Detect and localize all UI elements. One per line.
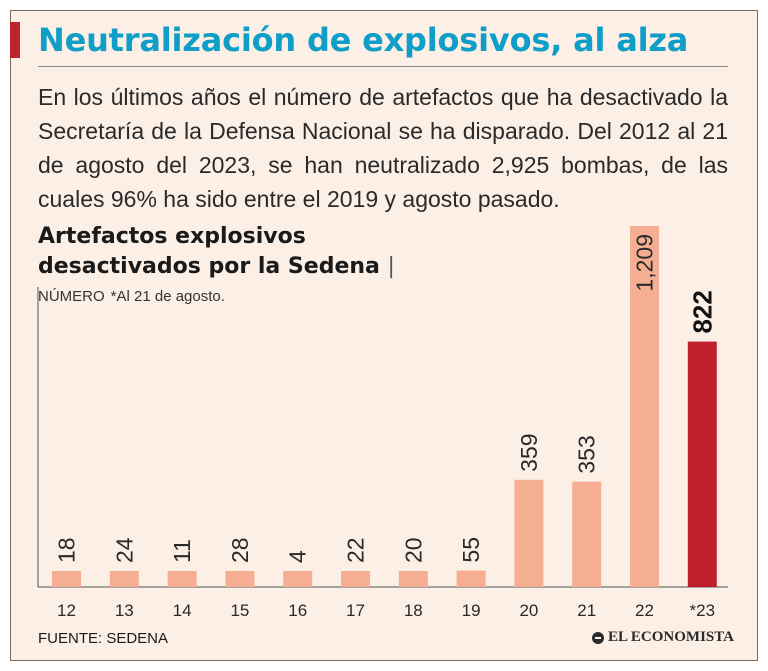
x-tick-13: 13 (115, 601, 134, 620)
bar-21 (572, 481, 602, 587)
description-text: En los últimos años el número de artefac… (38, 84, 728, 212)
bar-19 (456, 570, 486, 587)
data-label-*23: 822 (687, 290, 717, 333)
brand-icon (592, 631, 604, 644)
x-tick-16: 16 (288, 601, 307, 620)
x-tick-*23: *23 (690, 601, 716, 620)
chart-title: Artefactos explosivos desactivados por la… (38, 222, 395, 282)
bar-12 (52, 571, 81, 587)
bar-15 (225, 571, 255, 587)
chart-unit: NÚMERO (38, 288, 105, 305)
data-label-19: 55 (458, 537, 484, 563)
x-tick-17: 17 (346, 601, 365, 620)
chart-title-line1: Artefactos explosivos (38, 224, 306, 249)
x-tick-18: 18 (404, 601, 423, 620)
bar-14 (167, 571, 197, 587)
brand-logo: EL ECONOMISTA (592, 629, 734, 646)
bar-16 (283, 571, 313, 587)
bar-*23 (687, 341, 717, 587)
chart-subtitle: NÚMERO *Al 21 de agosto. (38, 288, 225, 305)
title-divider (38, 66, 728, 67)
x-tick-14: 14 (173, 601, 192, 620)
data-label-21: 353 (574, 435, 600, 473)
data-label-12: 18 (54, 537, 80, 563)
chart-title-line2: desactivados por la Sedena (38, 254, 380, 279)
bar-18 (398, 571, 428, 587)
x-tick-22: 22 (635, 601, 654, 620)
x-tick-21: 21 (577, 601, 596, 620)
chart-title-separator: | (387, 254, 395, 279)
data-label-20: 359 (516, 433, 542, 471)
bar-22 (630, 226, 659, 587)
title-accent-bar (10, 22, 20, 58)
bar-20 (514, 479, 544, 587)
data-label-15: 28 (227, 537, 253, 563)
data-label-14: 11 (169, 539, 195, 563)
source-text: FUENTE: SEDENA (38, 630, 169, 647)
brand-name: EL ECONOMISTA (608, 629, 734, 645)
x-tick-12: 12 (57, 601, 76, 620)
bar-17 (341, 571, 370, 587)
data-label-16: 4 (285, 550, 311, 563)
x-tick-19: 19 (462, 601, 481, 620)
x-tick-20: 20 (519, 601, 538, 620)
data-label-13: 24 (111, 537, 137, 563)
data-label-18: 20 (400, 537, 426, 563)
data-label-22: 1,209 (632, 234, 658, 292)
infographic-title: Neutralización de explosivos, al alza (38, 21, 689, 59)
x-tick-15: 15 (230, 601, 249, 620)
bar-13 (109, 571, 139, 587)
data-label-17: 22 (343, 537, 369, 563)
chart-note: *Al 21 de agosto. (110, 288, 225, 305)
